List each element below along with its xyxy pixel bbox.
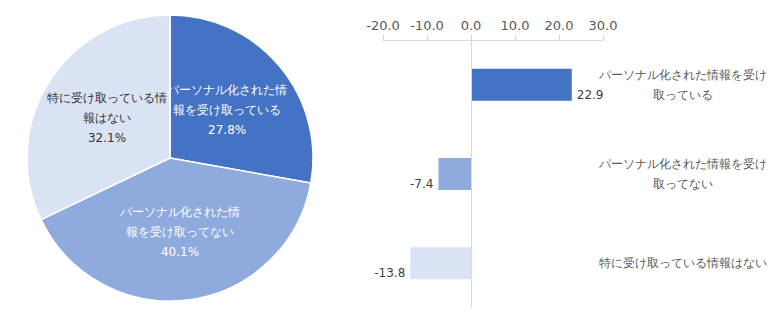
svg-text:20.0: 20.0: [545, 18, 574, 33]
svg-text:パーソナル化された情報を受け: パーソナル化された情報を受け: [598, 157, 767, 171]
svg-text:10.0: 10.0: [501, 18, 530, 33]
svg-text:27.8%: 27.8%: [208, 123, 246, 137]
svg-text:特に受け取っている情: 特に受け取っている情: [47, 91, 167, 105]
svg-text:22.9: 22.9: [577, 88, 604, 102]
svg-text:パーソナル化された情報を受け: パーソナル化された情報を受け: [598, 68, 767, 82]
svg-text:-7.4: -7.4: [410, 177, 433, 191]
svg-text:報を受け取ってない: 報を受け取ってない: [126, 225, 234, 239]
svg-text:取っている: 取っている: [653, 88, 713, 102]
svg-text:取ってない: 取ってない: [653, 177, 713, 191]
svg-text:-10.0: -10.0: [410, 18, 444, 33]
svg-text:40.1%: 40.1%: [161, 245, 199, 259]
svg-text:特に受け取っている情報はない: 特に受け取っている情報はない: [599, 256, 767, 270]
svg-text:0.0: 0.0: [461, 18, 482, 33]
svg-text:32.1%: 32.1%: [88, 131, 126, 145]
svg-text:-13.8: -13.8: [374, 266, 405, 280]
svg-text:報はない: 報はない: [83, 111, 131, 125]
svg-text:30.0: 30.0: [589, 18, 618, 33]
svg-text:-20.0: -20.0: [366, 18, 400, 33]
svg-text:パーソナル化された情: パーソナル化された情: [166, 83, 287, 97]
svg-text:報を受け取っている: 報を受け取っている: [173, 103, 281, 117]
svg-text:パーソナル化された情: パーソナル化された情: [119, 205, 240, 219]
